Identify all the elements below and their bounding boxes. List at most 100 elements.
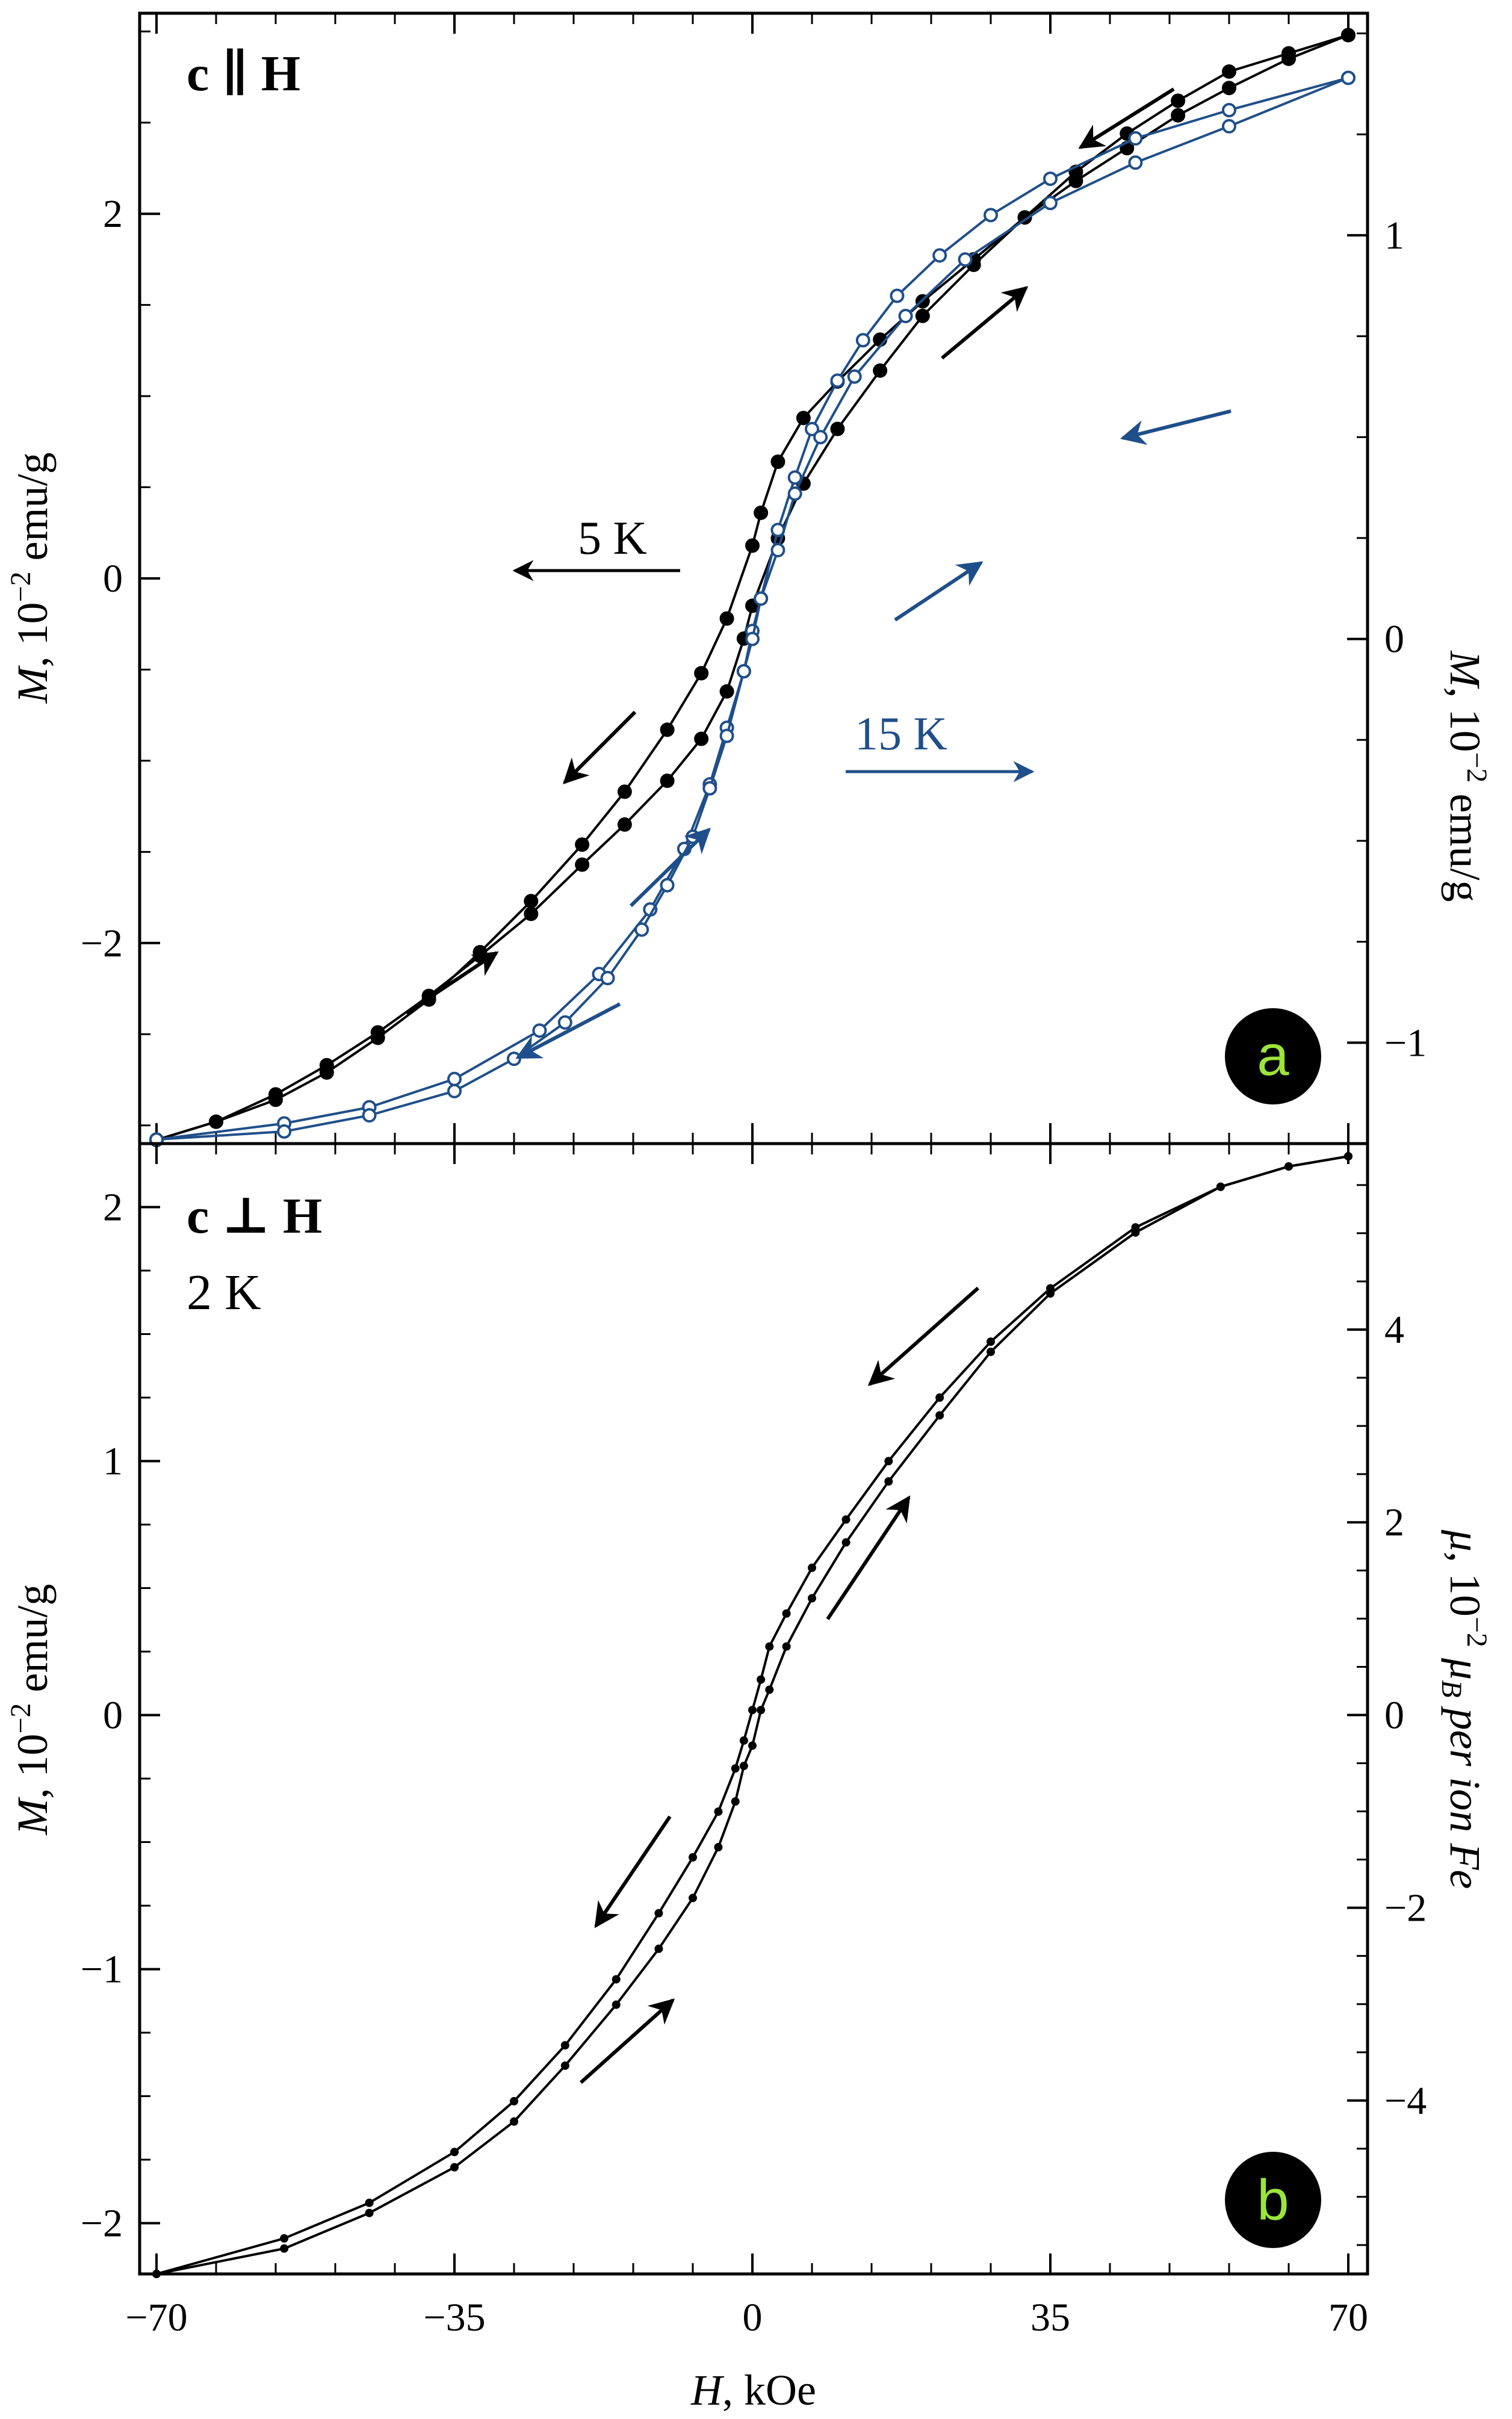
panel-b-data-point	[739, 1736, 748, 1745]
panel-a-data-point	[507, 1052, 521, 1067]
panel-a-data-point	[745, 538, 760, 553]
x-tick-label: −70	[125, 2296, 187, 2340]
x-axis-label-var: H	[690, 2366, 725, 2414]
panel-b-data-point	[782, 1609, 791, 1618]
panel-a-ylabel-right-text: , 10	[1441, 687, 1489, 752]
panel-a-data-point	[617, 784, 632, 799]
panel-b-ytick-right-label: −2	[1384, 1886, 1427, 1930]
panel-a-ylabel-left-unit: emu/g	[8, 452, 57, 571]
direction-arrow	[405, 951, 499, 1015]
panel-b-data-point	[152, 2270, 161, 2278]
panel-b-orientation-label: c ⊥ H	[187, 1188, 322, 1244]
panel-a-data-point	[447, 1083, 462, 1098]
panel-b-ylabel-right-exp: −2	[1461, 1617, 1493, 1647]
panel-b-data-point	[765, 1685, 774, 1694]
panel-a-data-point	[830, 421, 845, 436]
panel-a-data-point	[1341, 70, 1356, 85]
panel-a-data-point	[873, 363, 888, 378]
panel-a-data-point	[847, 369, 862, 384]
panel-a-data-point	[787, 486, 802, 501]
panel-a-data-point	[915, 308, 930, 323]
panel-b-ylabel-left-unit: emu/g	[8, 1584, 57, 1703]
panel-a-data-point	[719, 728, 734, 743]
panel-a-data-point	[1281, 46, 1296, 61]
x-tick-label: 35	[1030, 2296, 1070, 2340]
panel-a-data-point	[319, 1058, 334, 1073]
panel-b-ylabel-right-tail: per ion Fe	[1441, 1697, 1489, 1889]
panel-b-ylabel-left: M, 10−2 emu/g	[5, 1584, 57, 1835]
panel-a-data-point	[754, 591, 769, 606]
panel-b-data-point	[450, 2148, 459, 2157]
direction-arrow	[1120, 409, 1232, 445]
panel-b-series-2k-branch-up-line	[156, 1155, 1349, 2275]
panel-b-ticks: −2 −1 0 1 2 −4 −2 0 2 4	[81, 1144, 1427, 2274]
panel-a-data-point	[524, 906, 539, 921]
panel-b-data-point	[935, 1411, 944, 1420]
panel-b-ylabel-right-var: μ	[1441, 1529, 1489, 1552]
panel-a-ytick-left-label: 0	[103, 557, 123, 601]
panel-b-data-point	[280, 2244, 289, 2253]
panel-a-data-point	[1043, 196, 1058, 211]
direction-arrow	[867, 1286, 979, 1386]
panel-b-data-point	[748, 1741, 757, 1750]
panel-a-data-point	[575, 857, 590, 872]
panel-b-data-point	[654, 1909, 663, 1918]
panel-b-badge: b	[1257, 2168, 1289, 2232]
panel-a-data-point	[770, 454, 785, 469]
panel-a-data-point	[1128, 155, 1143, 170]
panel-b-data-point	[280, 2234, 289, 2243]
panel-b-ytick-right-label: 2	[1384, 1501, 1404, 1544]
panel-a-data-point	[532, 1023, 547, 1038]
panel-a-data-point	[958, 252, 973, 267]
panel-a-data-point	[524, 894, 539, 909]
panel-b-data-point	[612, 1975, 621, 1984]
x-tick-label: 0	[743, 2296, 763, 2340]
panel-b-data-point	[841, 1538, 850, 1547]
panel-a-ticks: −2 0 2 −1 0 1	[81, 13, 1427, 1144]
direction-arrow	[563, 710, 637, 784]
panel-a-series-5k-branch-up-line	[156, 34, 1349, 1141]
panel-a-ylabel-right: M, 10−2 emu/g	[1441, 650, 1493, 902]
x-axis-label-unit: , kOe	[722, 2366, 816, 2414]
direction-arrow	[1078, 87, 1175, 149]
direction-arrow	[941, 286, 1029, 360]
panel-b-data-point	[841, 1515, 850, 1524]
panel-b-ylabel-left-text: , 10	[8, 1734, 57, 1799]
panel-b-data-point	[739, 1761, 748, 1770]
panel-b-temperature-label: 2 K	[187, 1265, 261, 1321]
panel-b-data-point	[450, 2163, 459, 2172]
x-axis-label: H, kOe	[690, 2366, 816, 2414]
panel-a-data-point	[702, 781, 717, 796]
panel-a-data-point	[770, 543, 785, 558]
panel-b-data-point	[1284, 1162, 1293, 1171]
panel-b-data-point	[987, 1337, 995, 1346]
panel-b-ytick-left-label: 2	[103, 1186, 123, 1230]
panel-a-data-point	[1043, 171, 1058, 186]
panel-b-data-point	[560, 2061, 569, 2070]
panel-a-data-point	[805, 421, 819, 436]
panel-a-data-point	[660, 878, 675, 893]
panel-a-data-point	[660, 773, 675, 788]
panel-b-data-point	[689, 1894, 697, 1903]
panel-b-data-point	[510, 2117, 518, 2126]
panel-b-data-point	[884, 1457, 893, 1466]
panel-a-data-point	[694, 731, 709, 746]
panel-b-ytick-left-label: −2	[81, 2202, 123, 2246]
x-tick-label: 70	[1328, 2296, 1368, 2340]
panel-a-data-point	[898, 309, 913, 324]
panel-a-ylabel-left-exp: −2	[5, 571, 37, 602]
annotation-15k: 15 K	[855, 707, 947, 760]
x-tick-label: −35	[423, 2296, 485, 2340]
panel-a-data-point	[268, 1087, 283, 1102]
panel-a-ylabel-right-exp: −2	[1461, 752, 1493, 782]
panel-b-data-point	[1216, 1182, 1225, 1191]
panel-b-ytick-left-label: −1	[81, 1948, 123, 1992]
panel-a-ytick-right-label: 1	[1384, 214, 1404, 258]
panel-a-ylabel-left-text: , 10	[8, 602, 57, 667]
panel-a-ylabel-left-var: M	[8, 665, 57, 704]
panel-b-data-point	[757, 1706, 766, 1715]
panel-b-data-point	[714, 1807, 723, 1816]
panel-b-data-point	[808, 1563, 816, 1572]
panel-b-data-point	[987, 1348, 995, 1357]
